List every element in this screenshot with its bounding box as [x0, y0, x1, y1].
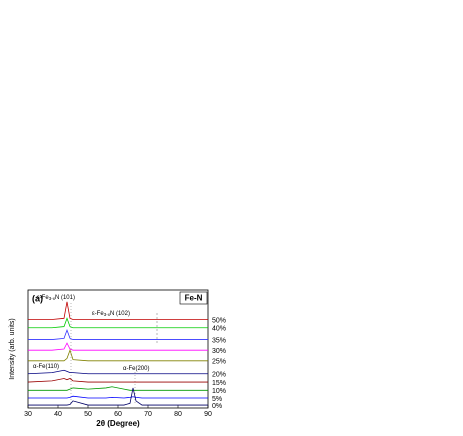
annotation-text: ε-Fe: [37, 295, 49, 301]
x-tick-label: 90: [204, 411, 212, 418]
y-axis-label: Intensity (arb. units): [9, 318, 16, 379]
xrd-trace: [28, 395, 208, 399]
box-frame: [179, 291, 208, 305]
legend-label: 5%: [212, 396, 222, 403]
x-tick-label: 60: [114, 411, 122, 418]
x-tick-label: 50: [84, 411, 92, 418]
xrd-trace: [28, 317, 208, 329]
annotation-text: N (102): [110, 311, 130, 317]
annotation-subscript: 3-x: [49, 296, 56, 301]
legend-label: 30%: [212, 348, 226, 355]
xrd-trace: [27, 369, 208, 375]
legend-label: 35%: [212, 337, 226, 344]
annotation: α-Fe(200): [123, 366, 149, 372]
x-tick-label: 80: [174, 411, 182, 418]
xrd-trace: [28, 301, 208, 320]
x-tick-label: 70: [144, 411, 152, 418]
xrd-trace: [28, 386, 208, 391]
xrd-trace: [28, 328, 208, 340]
xrd-trace: [28, 342, 208, 351]
legend-label: 10%: [212, 388, 226, 395]
annotation: α-Fe(110): [33, 364, 59, 370]
legend-label: 0%: [212, 403, 222, 410]
x-tick-label: 30: [24, 411, 32, 418]
x-tick-label: 40: [54, 411, 62, 418]
annotation-text: α-Fe(200): [123, 366, 149, 372]
legend-label: 15%: [212, 380, 226, 387]
legend-label: 40%: [212, 326, 226, 333]
legend-label: 50%: [212, 317, 226, 324]
annotation-text: ε-Fe: [92, 311, 104, 317]
x-axis-label: 2θ (Degree): [96, 419, 140, 428]
panel-label: (a): [32, 293, 43, 303]
annotation-subscript: 3-x: [104, 312, 111, 317]
annotation: ε-Fe3-xN (101): [37, 295, 75, 302]
annotation-text: N (101): [55, 295, 75, 301]
legend-label: 25%: [212, 359, 226, 366]
box-label: Fe-N: [185, 294, 203, 303]
annotation-text: α-Fe(110): [33, 364, 59, 370]
xrd-trace: [28, 387, 208, 406]
xrd-trace: [27, 378, 208, 383]
annotation: ε-Fe3-xN (102): [92, 311, 130, 318]
xrd-trace: [28, 348, 208, 362]
legend-label: 20%: [212, 372, 226, 379]
